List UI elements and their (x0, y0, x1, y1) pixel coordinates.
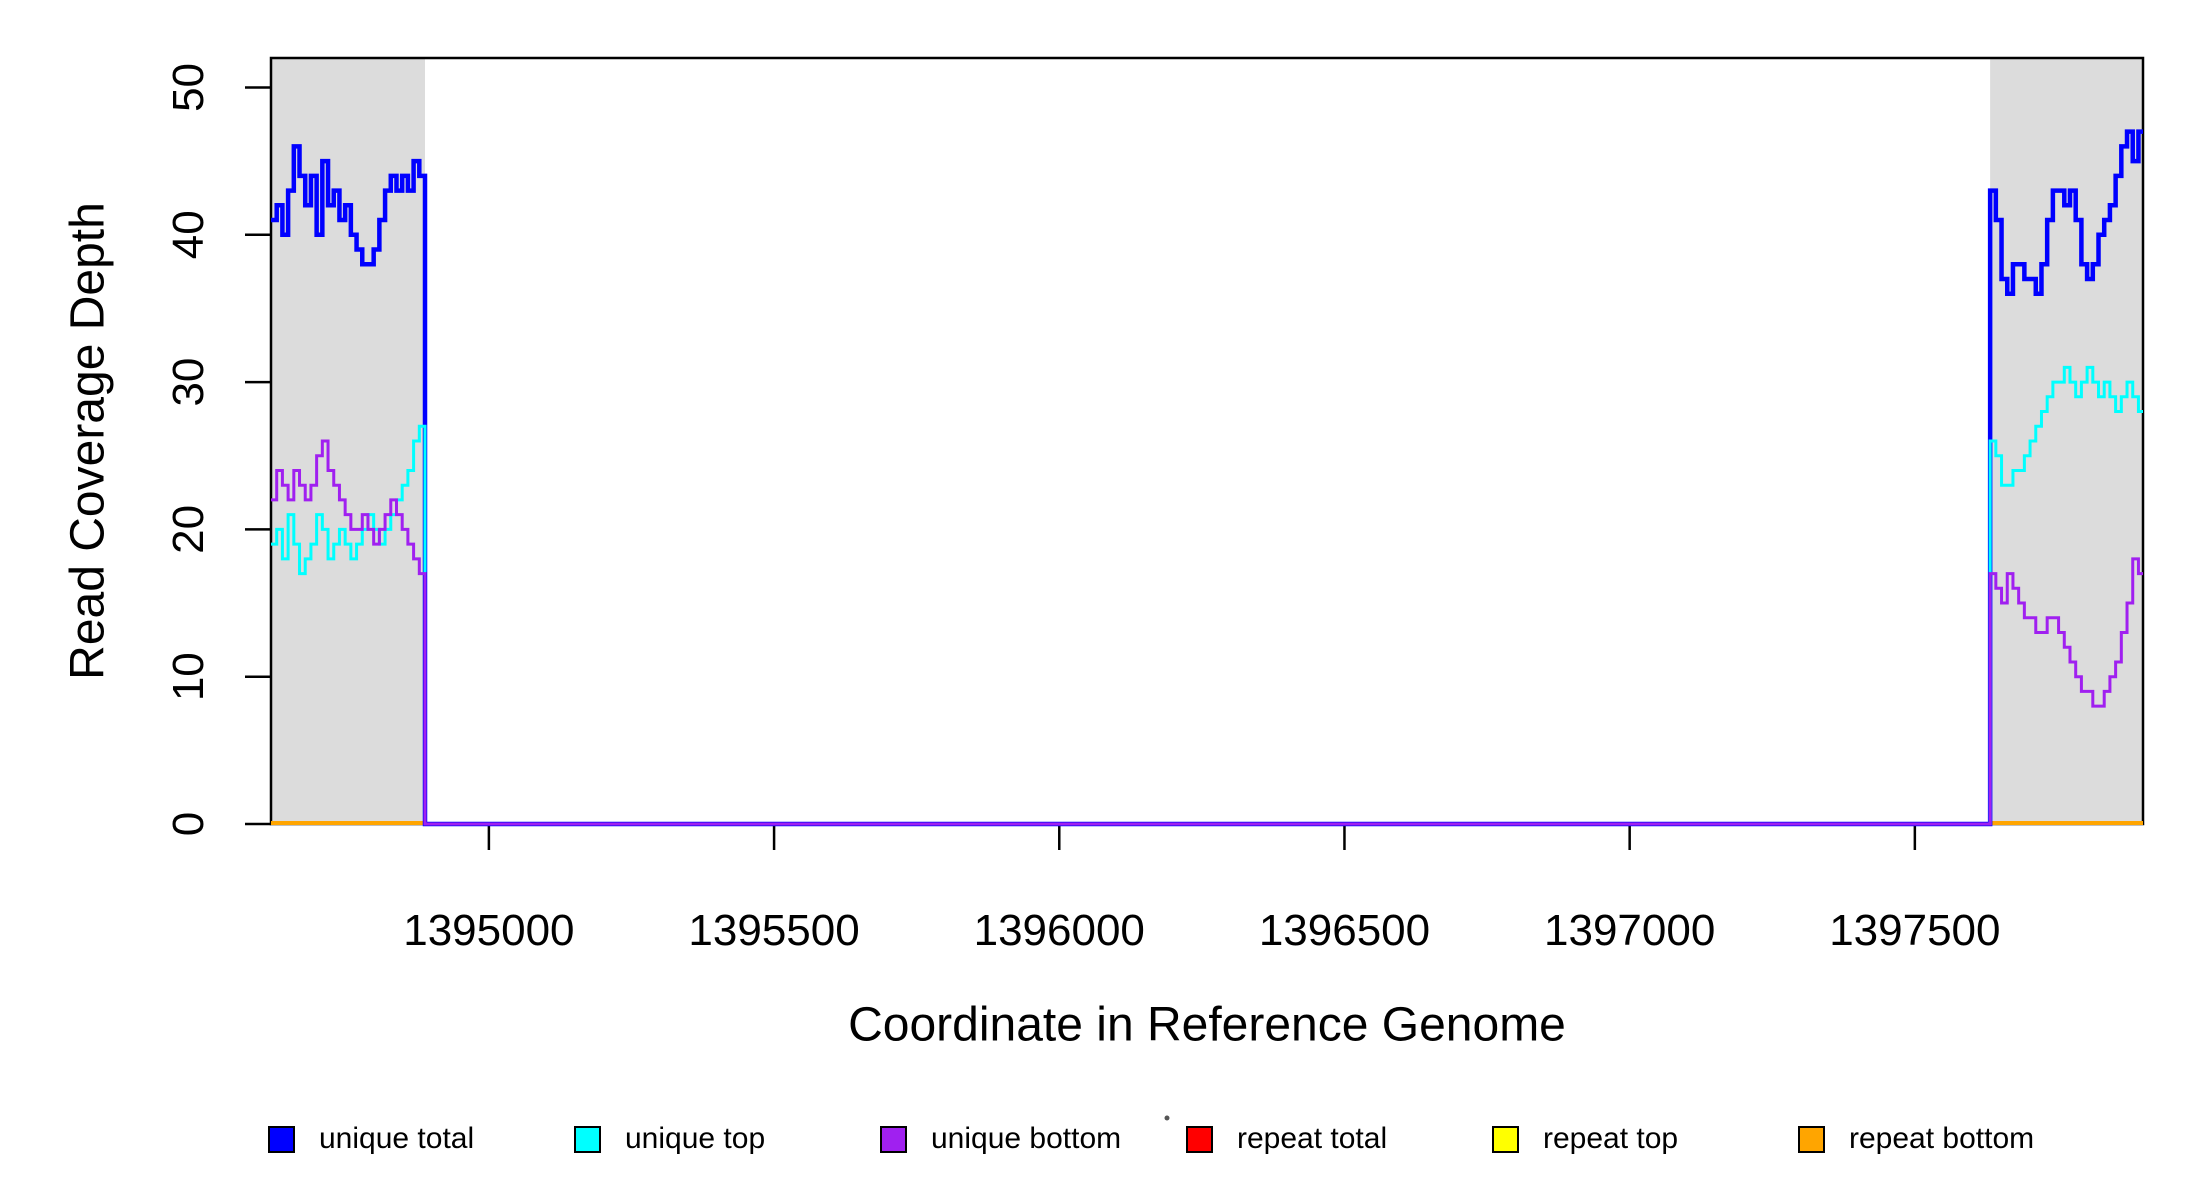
stray-dot (1164, 1115, 1170, 1121)
series-unique-bottom-line (271, 439, 2143, 826)
y-axis-tick-label: 30 (164, 358, 213, 407)
x-axis-tick-label: 1395000 (403, 906, 574, 955)
x-axis-title: Coordinate in Reference Genome (848, 998, 1566, 1052)
y-axis-tick-label: 0 (164, 812, 213, 836)
x-axis-tick-label: 1396500 (1259, 906, 1430, 955)
y-axis-tick-label: 20 (164, 505, 213, 554)
repeat-region-band (271, 58, 426, 824)
series-unique-total-line (271, 129, 2143, 827)
x-axis-tick-label: 1395500 (688, 906, 859, 955)
x-axis-tick-label: 1397500 (1829, 906, 2000, 955)
y-axis-tick-label: 10 (164, 652, 213, 701)
plot-box (269, 56, 2145, 826)
x-axis-tick-label: 1396000 (974, 906, 1145, 955)
y-axis-tick-label: 50 (164, 63, 213, 112)
x-axis-tick-label: 1397000 (1544, 906, 1715, 955)
y-axis-tick-label: 40 (164, 210, 213, 259)
y-axis-title: Read Coverage Depth (61, 202, 115, 680)
series-unique-top-line (271, 365, 2143, 826)
